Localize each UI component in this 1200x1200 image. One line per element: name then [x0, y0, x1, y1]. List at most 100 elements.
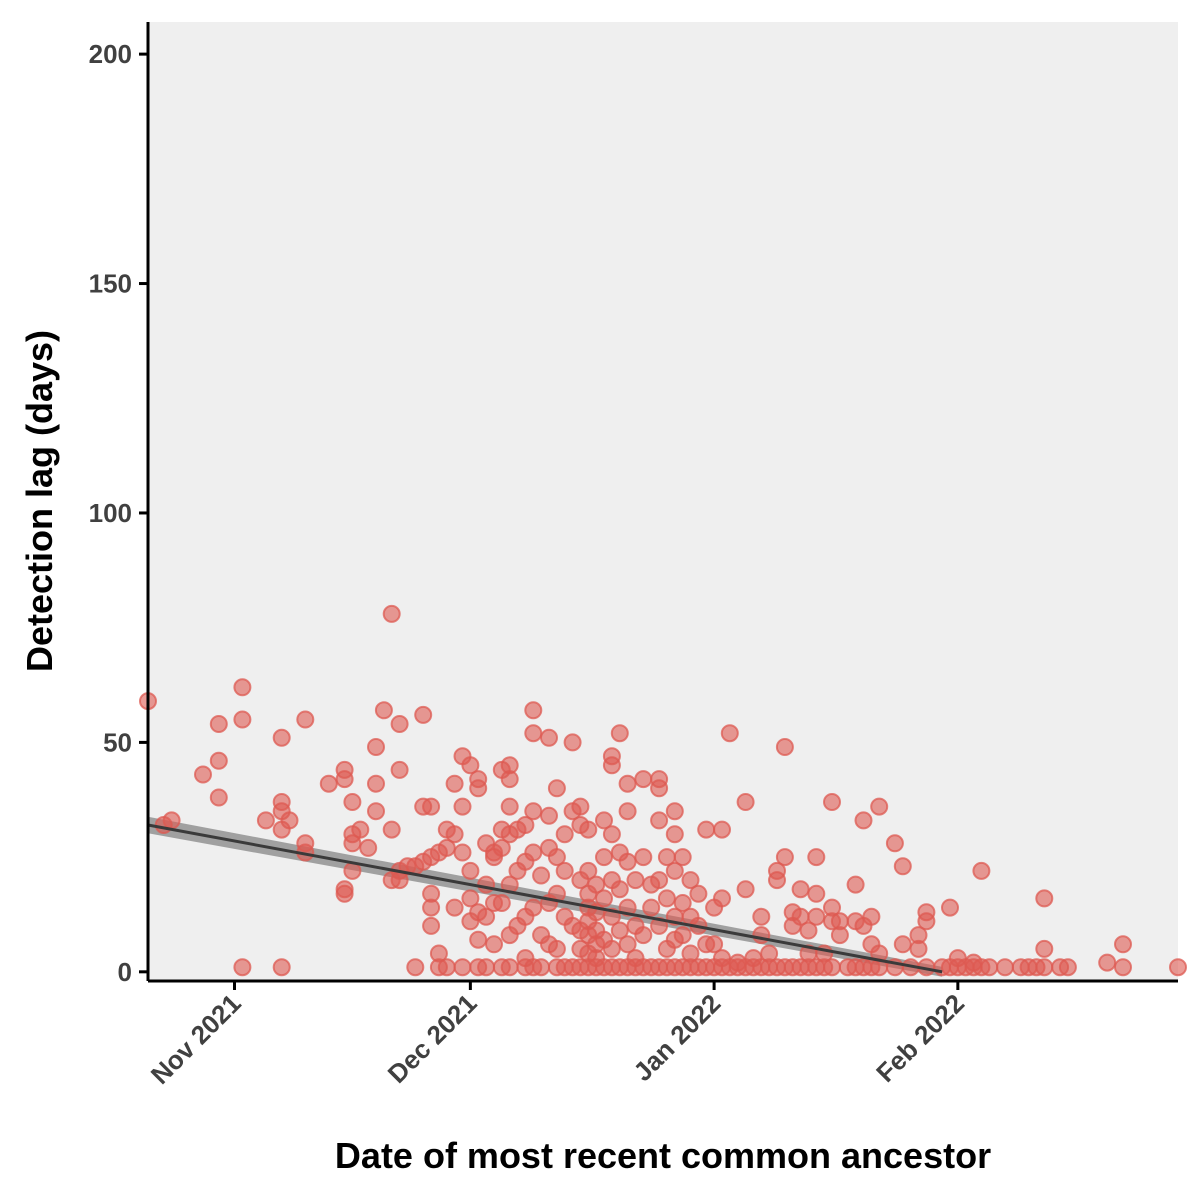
- data-point: [500, 958, 519, 977]
- data-point: [807, 848, 826, 867]
- data-point: [791, 880, 810, 899]
- data-point: [461, 889, 480, 908]
- data-point: [634, 926, 653, 945]
- data-point: [524, 843, 543, 862]
- data-point: [870, 797, 889, 816]
- data-point: [422, 898, 441, 917]
- data-point: [374, 701, 393, 720]
- data-point: [941, 898, 959, 917]
- x-tick-label: Jan 2022: [627, 988, 726, 1087]
- data-point: [1098, 953, 1117, 972]
- data-point: [618, 802, 637, 821]
- data-point: [602, 939, 621, 958]
- y-axis-title: Detection lag (days): [19, 330, 60, 672]
- data-point: [524, 701, 543, 720]
- data-point: [524, 802, 543, 821]
- data-point: [477, 958, 496, 977]
- data-point: [885, 834, 904, 853]
- data-point: [547, 848, 566, 867]
- data-point: [422, 916, 441, 935]
- data-point: [626, 871, 645, 890]
- data-point: [540, 806, 558, 825]
- data-point: [909, 939, 928, 958]
- data-point: [335, 770, 354, 789]
- data-point: [461, 861, 480, 880]
- data-point: [437, 958, 456, 977]
- data-point: [272, 958, 291, 977]
- y-tick-label: 0: [118, 957, 132, 987]
- data-point: [579, 820, 598, 839]
- data-point: [846, 875, 865, 894]
- data-point: [579, 861, 598, 880]
- data-point: [618, 935, 637, 954]
- data-point: [477, 875, 496, 894]
- data-point: [799, 921, 818, 940]
- data-point: [453, 958, 472, 977]
- data-point: [194, 765, 212, 784]
- data-point: [657, 889, 676, 908]
- x-tick-label: Nov 2021: [145, 988, 247, 1090]
- data-point: [665, 825, 684, 844]
- data-point: [673, 926, 692, 945]
- data-point: [775, 848, 794, 867]
- data-point: [390, 715, 409, 733]
- data-point: [862, 907, 881, 926]
- data-point: [713, 889, 731, 908]
- data-point: [359, 838, 378, 857]
- data-point: [571, 797, 590, 816]
- data-point: [720, 724, 739, 743]
- data-point: [713, 820, 731, 839]
- data-point: [673, 894, 692, 912]
- data-point: [996, 958, 1014, 977]
- data-point: [1114, 935, 1132, 954]
- data-point: [823, 793, 841, 811]
- data-point: [162, 811, 181, 830]
- data-point: [296, 710, 315, 729]
- data-point: [1058, 958, 1077, 977]
- data-point: [854, 811, 873, 830]
- y-axis-ticks: 0 50 100 150 200: [89, 39, 148, 987]
- data-point: [736, 793, 755, 811]
- data-point: [445, 898, 464, 917]
- data-point: [516, 816, 535, 834]
- data-point: [547, 779, 566, 798]
- data-point: [406, 958, 425, 977]
- data-point: [595, 848, 613, 867]
- data-point: [563, 733, 582, 752]
- data-point: [650, 779, 669, 798]
- trend-line-layer: [147, 823, 943, 974]
- data-point: [422, 797, 441, 816]
- data-point: [610, 880, 629, 899]
- data-point: [445, 774, 464, 793]
- data-point: [618, 852, 637, 871]
- y-tick-label: 100: [89, 498, 132, 528]
- x-tick-label: Dec 2021: [382, 988, 483, 1089]
- data-point: [752, 907, 771, 926]
- data-point: [634, 770, 653, 789]
- data-point: [665, 861, 684, 880]
- data-point: [500, 770, 519, 789]
- data-point: [485, 935, 503, 954]
- data-point: [595, 889, 613, 908]
- data-point: [209, 715, 228, 733]
- trend-line: [147, 823, 943, 974]
- points-layer: [139, 604, 1187, 977]
- data-point: [414, 705, 433, 724]
- y-tick-label: 200: [89, 39, 132, 69]
- data-point: [524, 724, 543, 743]
- data-point: [382, 604, 401, 623]
- x-axis-title: Date of most recent common ancestor: [335, 1135, 991, 1176]
- data-point: [650, 871, 669, 890]
- data-point: [532, 958, 551, 977]
- data-point: [390, 760, 409, 779]
- data-point: [555, 861, 574, 880]
- data-point: [492, 894, 511, 912]
- data-point: [807, 884, 826, 903]
- data-point: [367, 738, 385, 756]
- data-point: [1114, 958, 1132, 977]
- y-tick-label: 150: [89, 269, 132, 299]
- data-point: [642, 898, 661, 917]
- data-point: [256, 811, 275, 830]
- data-point: [209, 751, 228, 770]
